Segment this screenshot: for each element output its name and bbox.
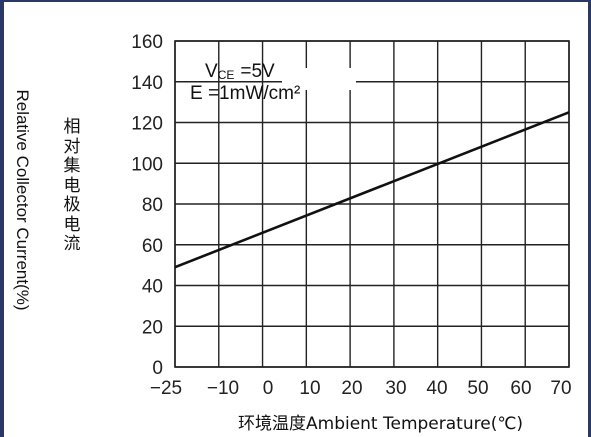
y-tick-label: 100 <box>131 154 163 175</box>
frame-right-border <box>588 0 591 437</box>
y-axis-label-chinese: 相对集电极电流 <box>63 117 81 254</box>
series-line <box>174 111 570 269</box>
y-tick-label: 80 <box>142 195 163 216</box>
x-tick-label: 30 <box>385 378 406 399</box>
y-tick-label: 60 <box>142 236 163 257</box>
frame-left-border <box>0 0 4 437</box>
plot-border <box>174 40 570 368</box>
grid <box>174 40 570 368</box>
x-axis-label: 环境温度Ambient Temperature(℃) <box>238 414 524 434</box>
y-tick-label: 40 <box>142 277 163 298</box>
y-tick-label: 120 <box>131 114 163 135</box>
y-tick-labels: 0 20 40 60 80 100 120 140 160 <box>131 32 163 379</box>
x-tick-label: 40 <box>426 378 447 399</box>
x-tick-label: 50 <box>467 378 488 399</box>
x-tick-label: 10 <box>299 378 320 399</box>
y-tick-label: 160 <box>131 32 163 53</box>
x-tick-label: −10 <box>207 378 239 399</box>
annotation-line1-background <box>282 68 356 90</box>
annotation-vce: VCE =5V <box>205 61 275 82</box>
x-tick-label: 0 <box>263 378 274 399</box>
x-tick-label: 20 <box>341 378 362 399</box>
x-tick-label: −25 <box>150 378 182 399</box>
annotation-irradiance: E =1mW/cm² <box>190 83 300 104</box>
frame-top-border <box>0 0 591 2</box>
y-tick-label: 20 <box>142 317 163 338</box>
series-layer <box>174 111 570 269</box>
y-tick-label: 140 <box>131 73 163 94</box>
x-tick-label: 60 <box>510 378 531 399</box>
x-tick-label: 70 <box>550 378 571 399</box>
y-tick-label: 0 <box>152 358 163 379</box>
x-tick-labels: −25 −10 0 10 20 30 40 50 60 70 <box>150 378 572 399</box>
